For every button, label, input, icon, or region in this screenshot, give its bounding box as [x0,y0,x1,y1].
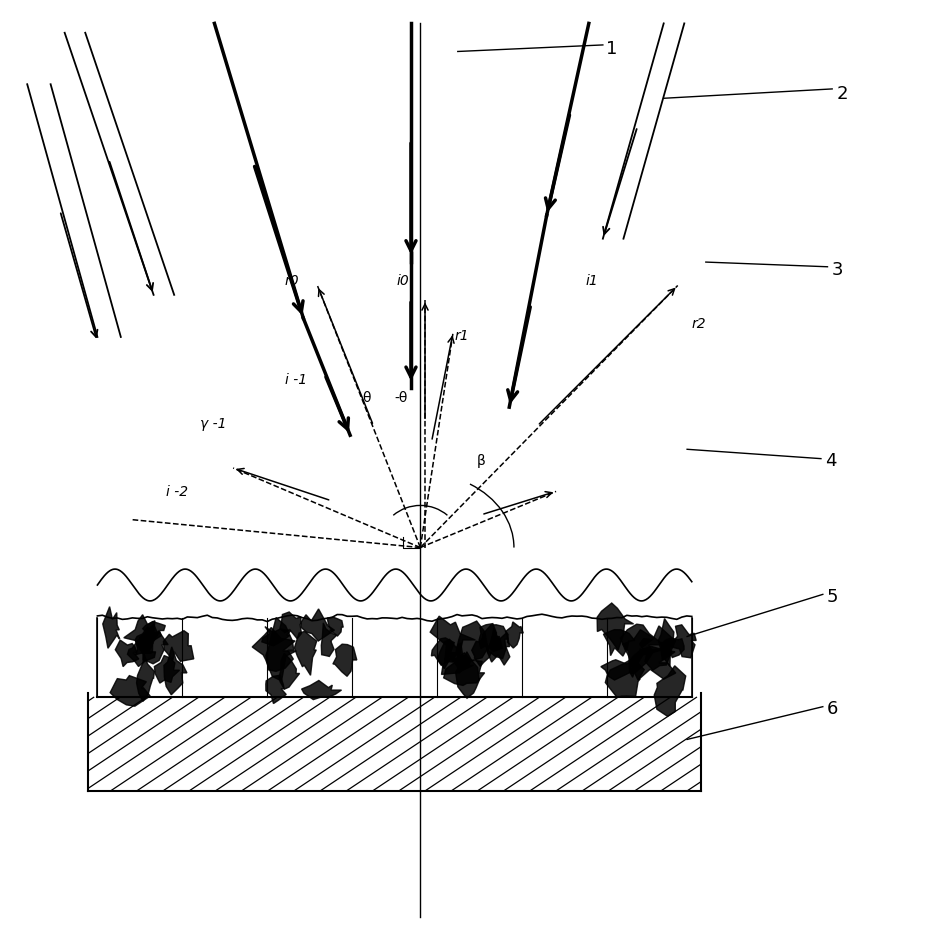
Polygon shape [622,630,664,678]
Polygon shape [143,622,165,641]
Text: 4: 4 [823,452,835,471]
Polygon shape [301,609,334,641]
Polygon shape [486,628,509,665]
Polygon shape [603,630,634,656]
Polygon shape [164,647,187,695]
Text: 3: 3 [831,260,843,279]
Polygon shape [280,612,301,638]
Polygon shape [620,624,663,672]
Polygon shape [639,626,675,670]
Text: 6: 6 [825,700,837,719]
Polygon shape [429,616,475,668]
Polygon shape [653,665,685,716]
Polygon shape [605,658,644,697]
Polygon shape [294,632,316,675]
Polygon shape [163,631,193,662]
Text: -θ: -θ [394,391,407,405]
Text: r0: r0 [285,274,299,288]
Text: i -2: i -2 [166,485,188,499]
Polygon shape [658,619,673,666]
Polygon shape [136,651,154,701]
Text: θ: θ [362,391,370,405]
Text: 5: 5 [825,588,837,607]
Polygon shape [661,638,684,657]
Polygon shape [471,636,490,666]
Polygon shape [437,639,464,668]
Polygon shape [103,607,120,649]
Polygon shape [441,653,473,675]
Polygon shape [327,617,343,636]
Polygon shape [279,653,299,689]
Text: β: β [476,454,485,468]
Polygon shape [302,680,341,699]
Text: γ -1: γ -1 [200,417,227,431]
Polygon shape [631,646,675,680]
Polygon shape [482,625,506,659]
Text: 1: 1 [605,39,616,58]
Text: r1: r1 [453,329,468,343]
Polygon shape [154,655,179,683]
Polygon shape [479,623,502,651]
Text: r2: r2 [691,316,705,330]
Polygon shape [455,651,480,698]
Polygon shape [266,675,286,704]
Polygon shape [444,659,485,685]
Polygon shape [668,625,696,658]
Polygon shape [139,624,168,664]
Polygon shape [135,626,153,655]
Polygon shape [124,615,159,653]
Text: 2: 2 [836,84,847,103]
Polygon shape [332,644,356,677]
Polygon shape [115,640,139,666]
Polygon shape [252,627,296,681]
Polygon shape [321,622,336,656]
Polygon shape [597,603,633,650]
Polygon shape [262,626,290,646]
Polygon shape [431,638,456,665]
Polygon shape [455,622,488,662]
Text: i0: i0 [397,274,409,288]
Polygon shape [110,676,150,706]
Polygon shape [601,660,637,680]
Text: i -1: i -1 [285,373,307,387]
Polygon shape [505,622,523,648]
Polygon shape [266,618,293,671]
Polygon shape [128,640,155,666]
Text: i1: i1 [585,274,598,288]
